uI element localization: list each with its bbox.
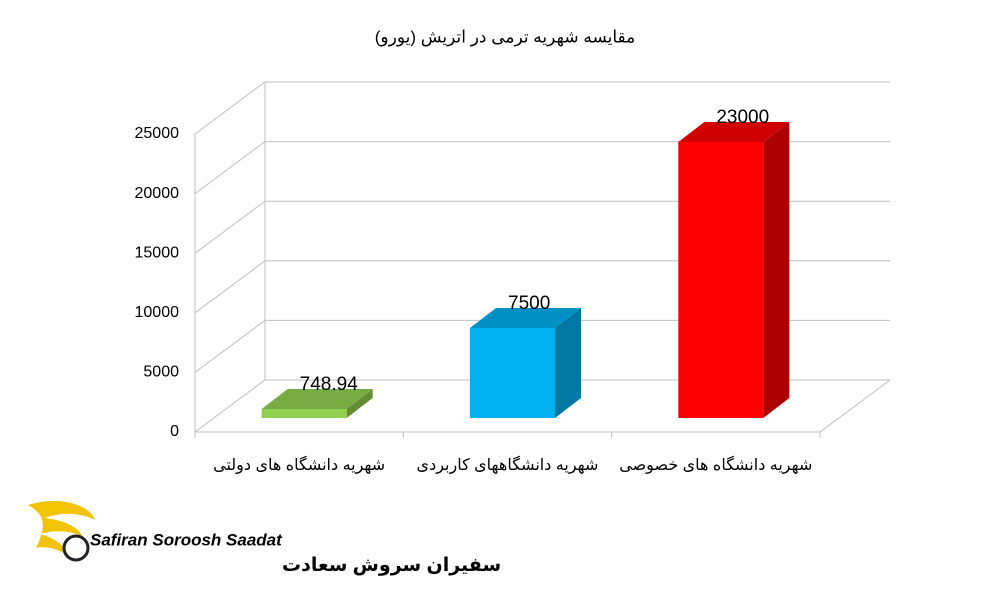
y-tick-label: 20000: [135, 185, 180, 202]
logo-name: Safiran Soroosh Saadat: [90, 530, 283, 549]
y-tick-label: 25000: [135, 125, 180, 142]
chart-title: مقایسه شهریه ترمی در اتریش (یورو): [375, 27, 635, 47]
y-tick-label: 0: [170, 423, 179, 440]
bar-side: [555, 308, 581, 418]
data-label: 748.94: [300, 374, 359, 395]
data-label: 23000: [716, 107, 769, 128]
bar-side: [346, 389, 373, 418]
logo: Safiran Soroosh Saadat سفیران سروش سعادت: [28, 500, 501, 576]
grid-line: [194, 81, 890, 135]
bar-top: [470, 308, 581, 328]
x-tick-label: شهریه دانشگاههای کاربردی: [417, 455, 599, 475]
bar-top: [678, 122, 790, 142]
bar: [678, 142, 764, 418]
x-tick-label: شهریه دانشگاه های دولتی: [213, 455, 385, 475]
data-label: 7500: [508, 293, 550, 314]
bar: [470, 328, 555, 418]
logo-name-fa: سفیران سروش سعادت: [282, 555, 501, 576]
bar-top: [261, 389, 373, 410]
logo-wing: [28, 500, 95, 556]
y-tick-label: 10000: [135, 304, 180, 321]
logo-ring: [62, 534, 90, 562]
bar: [261, 409, 347, 418]
bar-side: [763, 122, 790, 418]
x-tick-label: شهریه دانشگاه های خصوصی: [619, 455, 812, 475]
y-tick-label: 15000: [135, 244, 180, 261]
y-tick-label: 5000: [143, 364, 179, 381]
